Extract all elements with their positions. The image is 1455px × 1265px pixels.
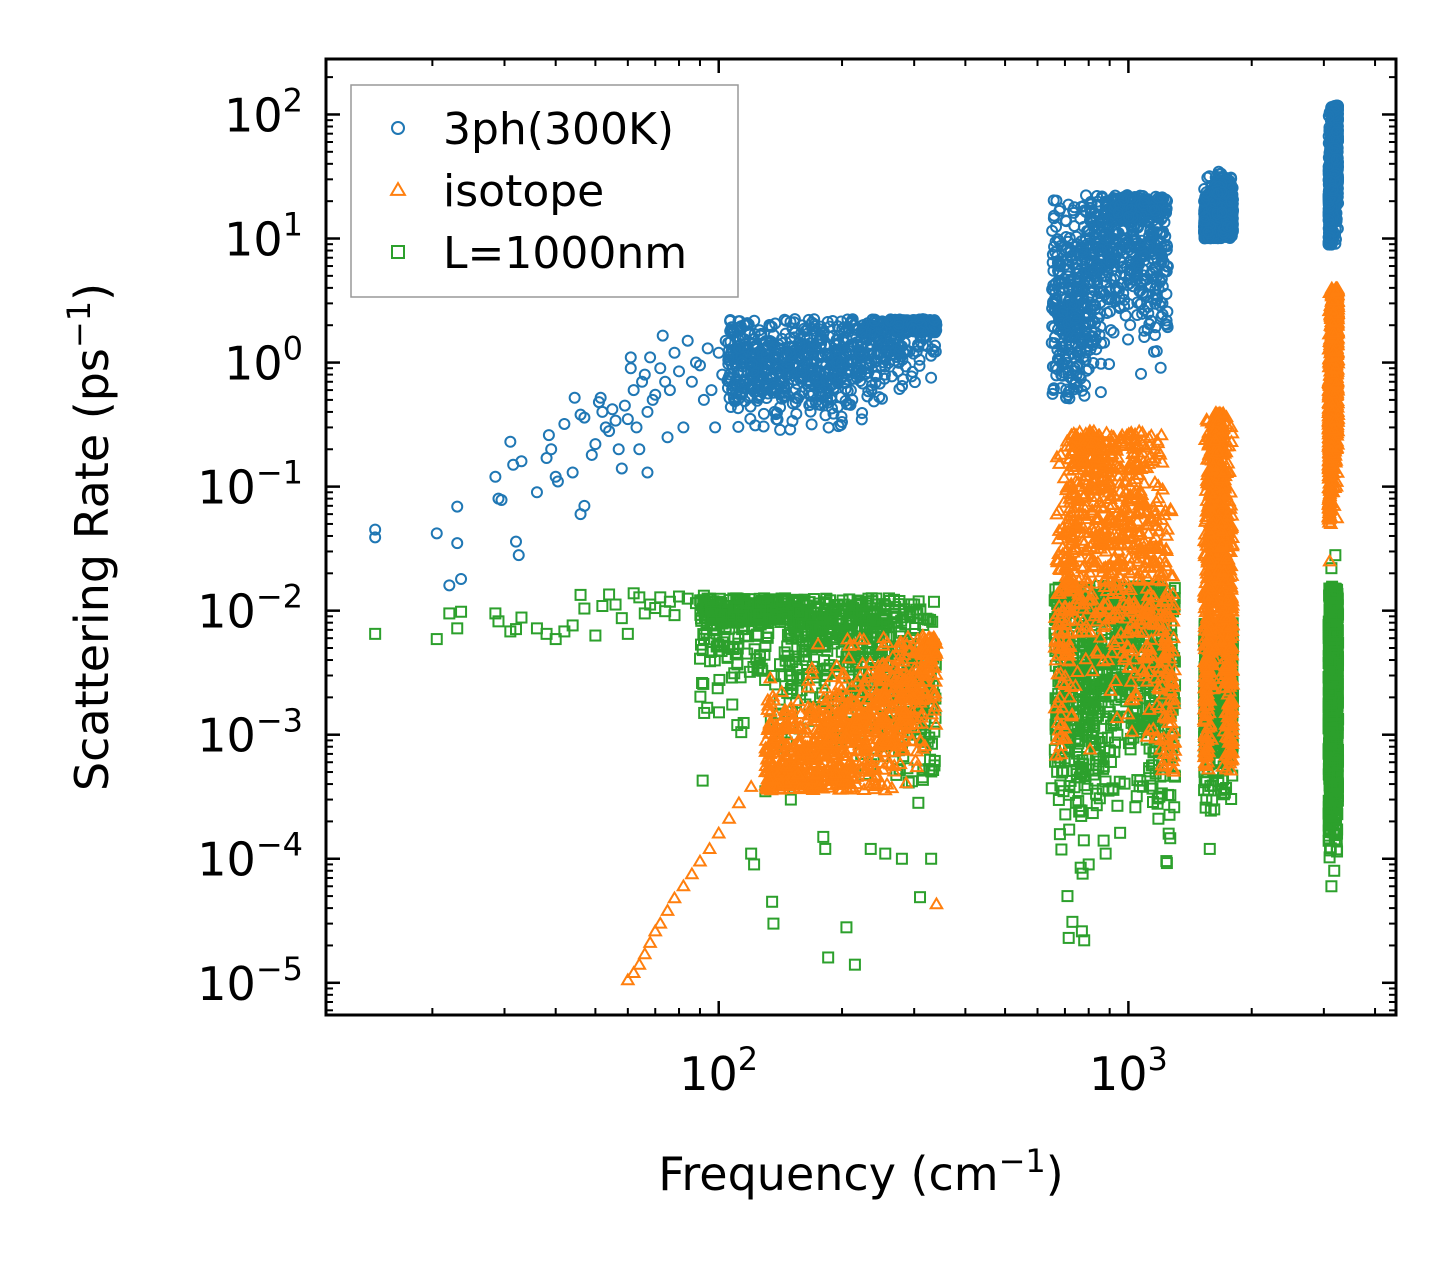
data-point [711, 682, 724, 695]
data-point [698, 706, 711, 719]
data-point [731, 719, 744, 732]
data-point [696, 644, 709, 657]
data-point [797, 634, 810, 647]
series-layer [369, 99, 1346, 986]
data-point [778, 646, 791, 659]
data-point [696, 774, 709, 787]
data-point [912, 595, 925, 608]
